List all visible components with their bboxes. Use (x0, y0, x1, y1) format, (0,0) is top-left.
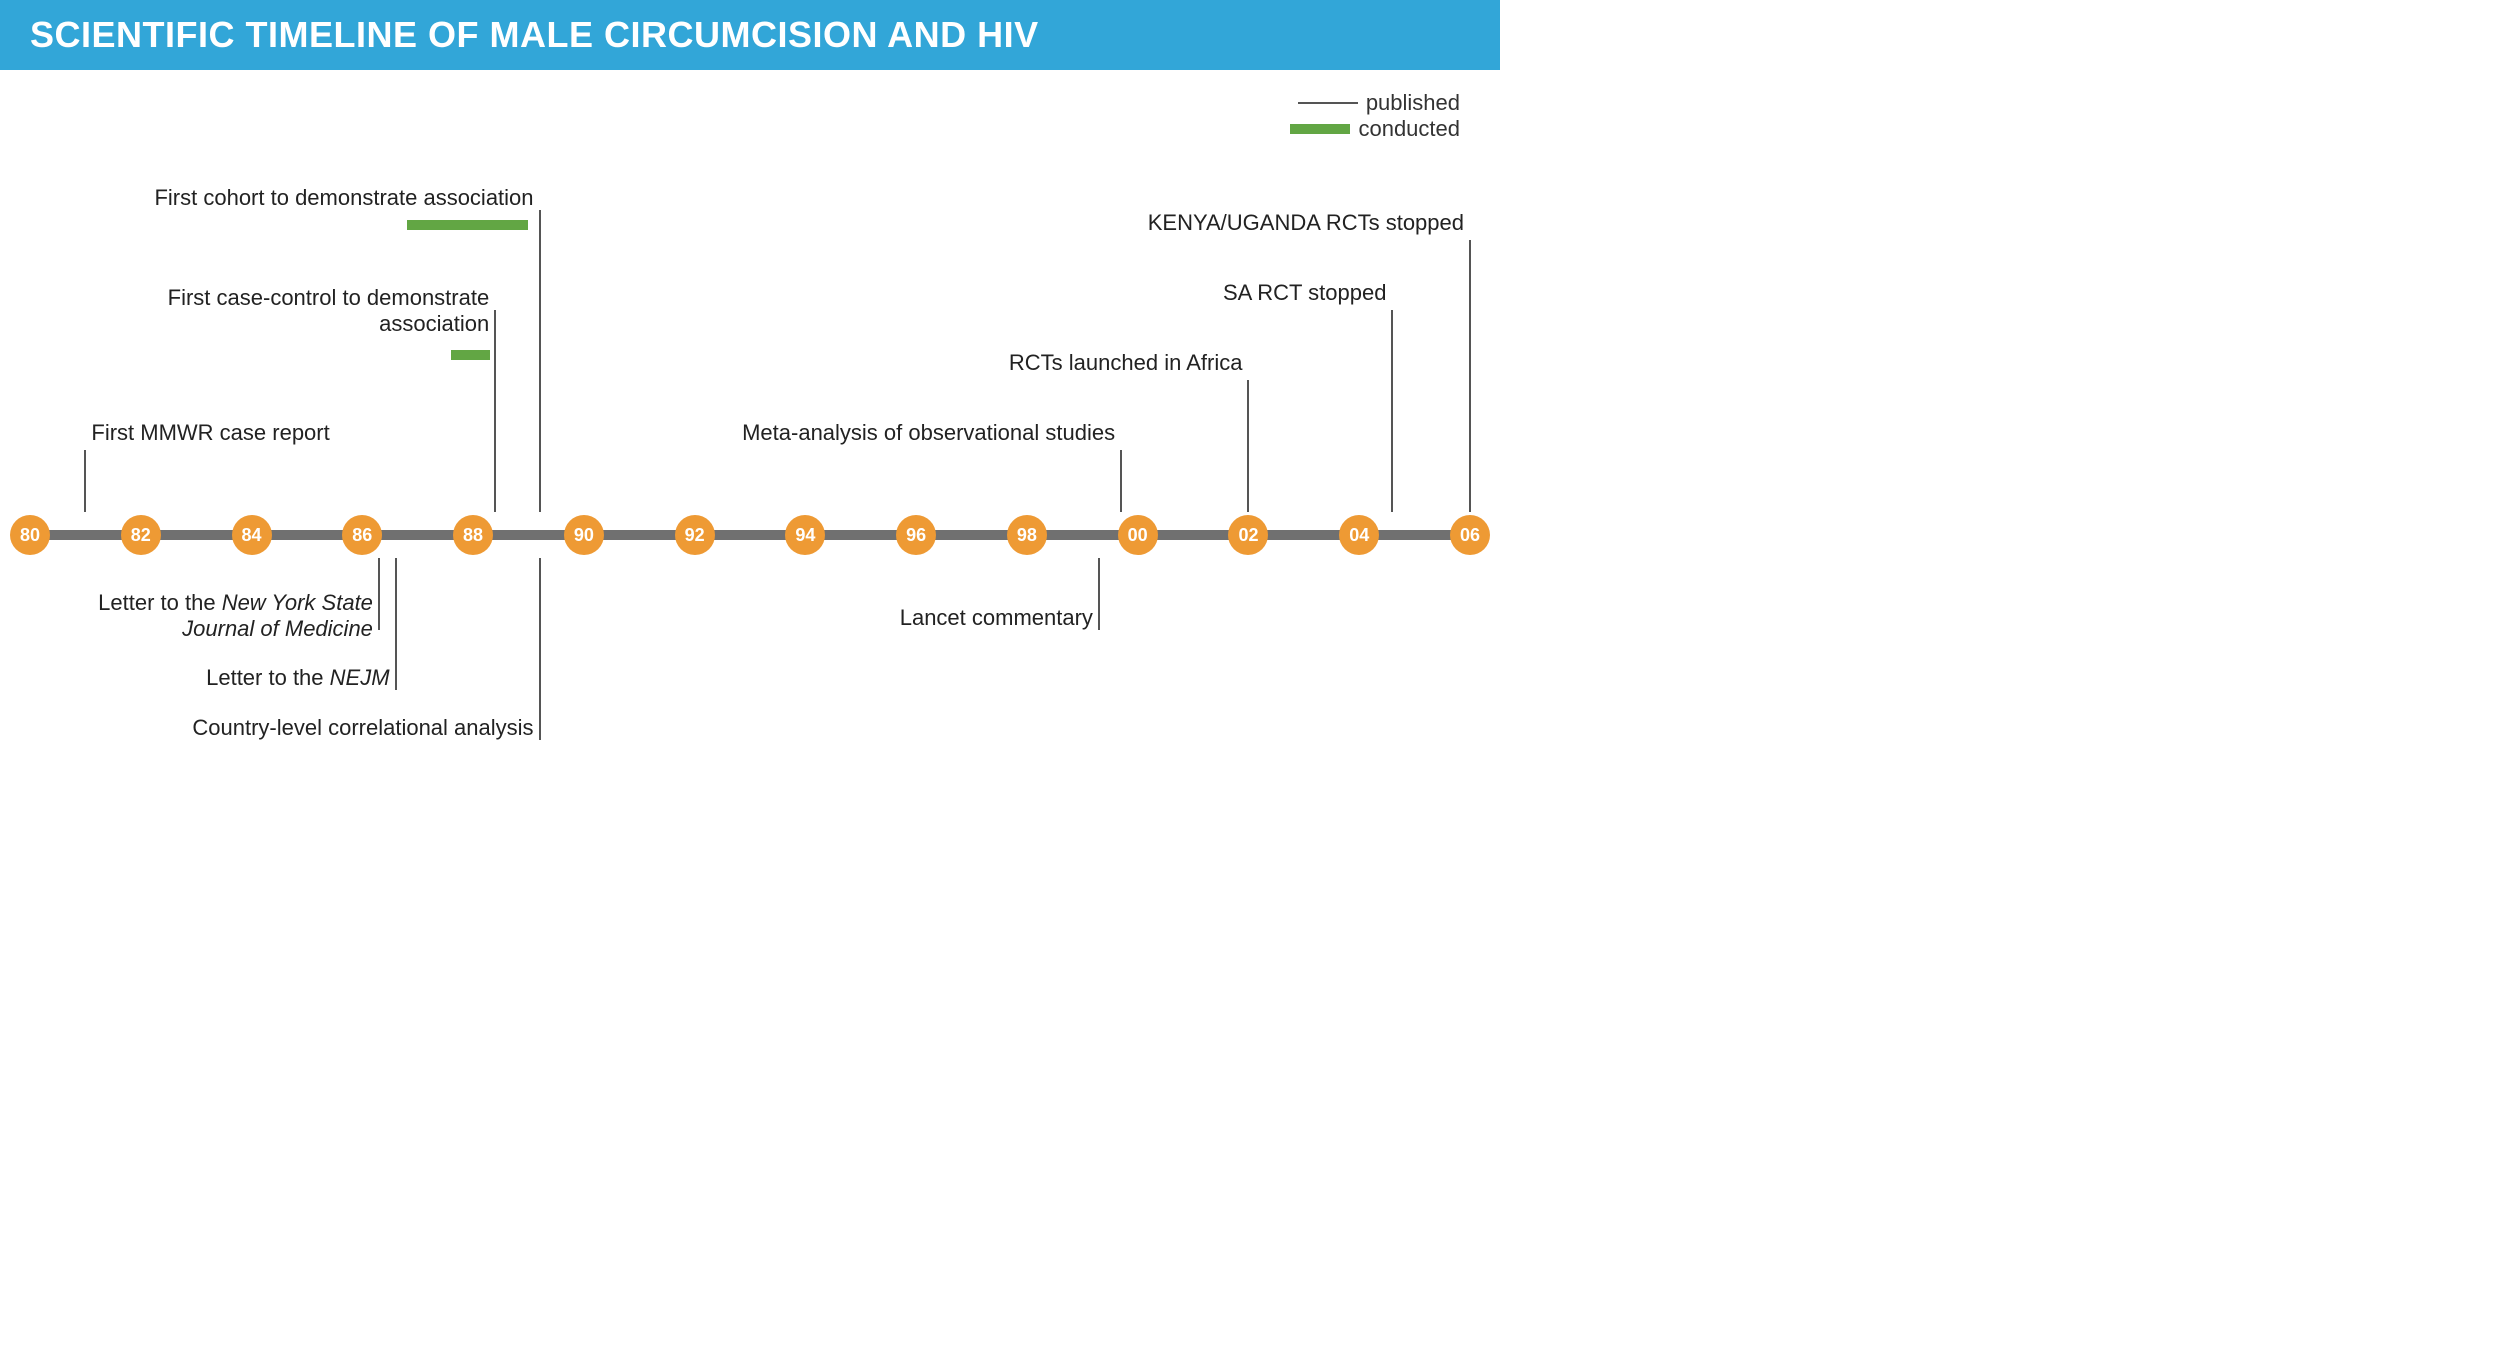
year-marker: 82 (121, 515, 161, 555)
year-marker: 88 (453, 515, 493, 555)
year-marker: 98 (1007, 515, 1047, 555)
year-marker: 06 (1450, 515, 1490, 555)
year-marker: 84 (232, 515, 272, 555)
event-label: Meta-analysis of observational studies (685, 420, 1115, 446)
timeline-container: SCIENTIFIC TIMELINE OF MALE CIRCUMCISION… (0, 0, 1500, 811)
legend-swatch-published (1298, 102, 1358, 104)
event-label: First cohort to demonstrate association (94, 185, 534, 211)
page-title: SCIENTIFIC TIMELINE OF MALE CIRCUMCISION… (30, 14, 1039, 55)
legend-row-conducted: conducted (1290, 116, 1460, 142)
year-marker: 96 (896, 515, 936, 555)
year-marker: 04 (1339, 515, 1379, 555)
event-tick (1391, 310, 1393, 512)
year-marker: 92 (675, 515, 715, 555)
conducted-bar (451, 350, 490, 360)
event-tick (1469, 240, 1471, 512)
legend-row-published: published (1290, 90, 1460, 116)
legend: published conducted (1290, 90, 1460, 142)
event-tick (1120, 450, 1122, 512)
event-tick (395, 558, 397, 690)
legend-label-conducted: conducted (1358, 116, 1460, 142)
event-tick (494, 310, 496, 512)
year-marker: 90 (564, 515, 604, 555)
event-label: KENYA/UGANDA RCTs stopped (1124, 210, 1464, 236)
conducted-bar (407, 220, 529, 230)
event-label: Country-level correlational analysis (134, 715, 534, 741)
event-label: SA RCT stopped (1186, 280, 1386, 306)
event-tick (539, 558, 541, 740)
event-tick (1098, 558, 1100, 630)
event-tick (539, 210, 541, 512)
year-marker: 86 (342, 515, 382, 555)
event-label: Letter to the New York State Journal of … (23, 590, 373, 643)
title-bar: SCIENTIFIC TIMELINE OF MALE CIRCUMCISION… (0, 0, 1500, 70)
event-tick (1247, 380, 1249, 512)
event-label: RCTs launched in Africa (962, 350, 1242, 376)
event-label: Letter to the NEJM (170, 665, 390, 691)
event-tick (378, 558, 380, 630)
year-marker: 00 (1118, 515, 1158, 555)
event-label: First case-control to demonstrate associ… (59, 285, 489, 338)
event-label: Lancet commentary (863, 605, 1093, 631)
event-tick (84, 450, 86, 512)
event-label: First MMWR case report (91, 420, 411, 446)
legend-label-published: published (1366, 90, 1460, 116)
year-marker: 80 (10, 515, 50, 555)
year-marker: 02 (1228, 515, 1268, 555)
legend-swatch-conducted (1290, 124, 1350, 134)
year-marker: 94 (785, 515, 825, 555)
